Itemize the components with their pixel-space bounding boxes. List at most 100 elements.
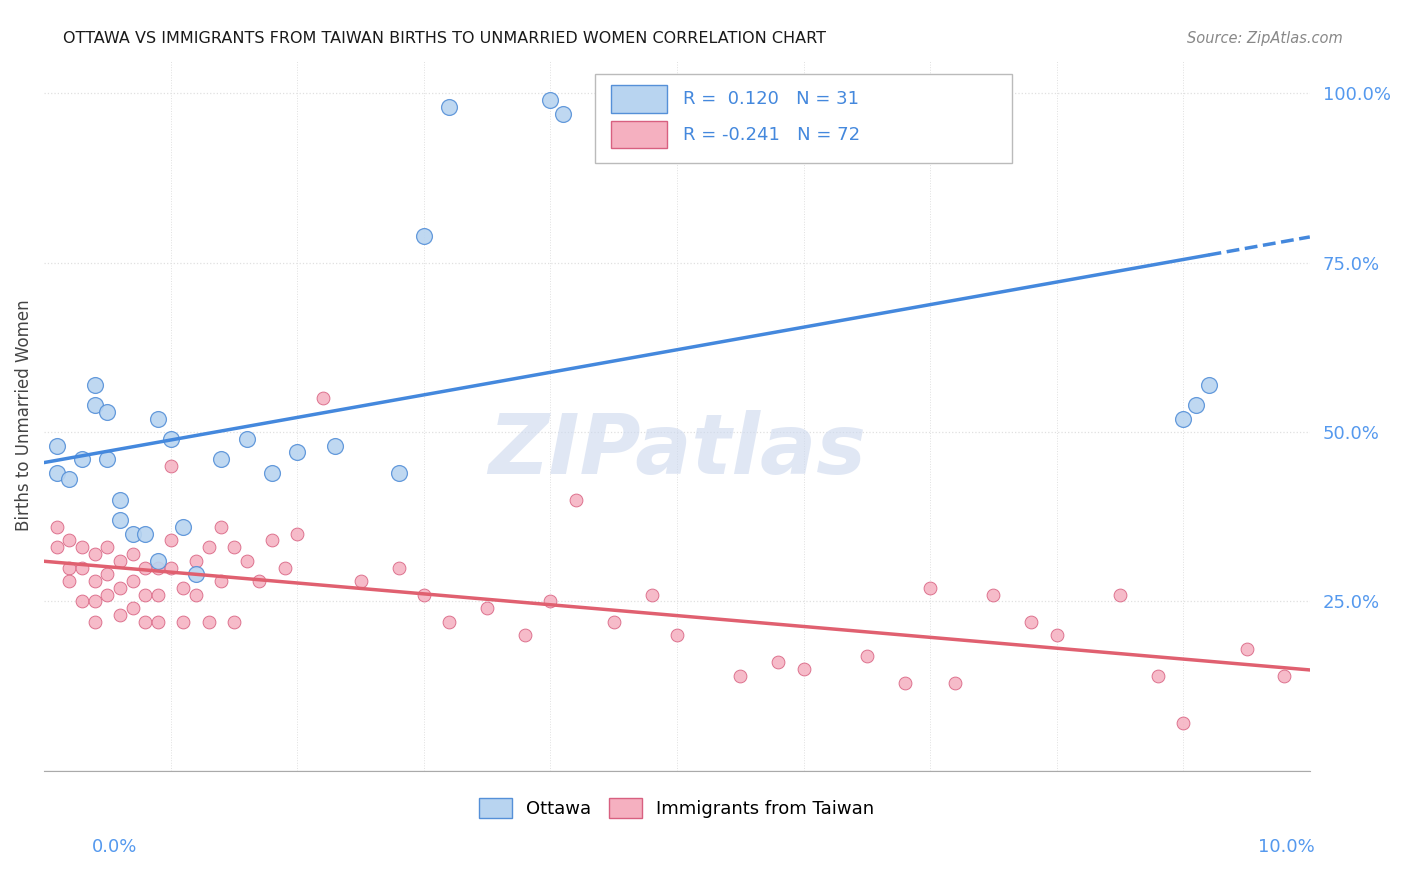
Point xyxy=(146,615,169,629)
Point xyxy=(134,526,156,541)
Point xyxy=(475,601,498,615)
Point xyxy=(1147,669,1170,683)
Point xyxy=(1236,641,1258,656)
Point xyxy=(222,615,245,629)
Point xyxy=(58,473,80,487)
Text: Source: ZipAtlas.com: Source: ZipAtlas.com xyxy=(1187,31,1343,46)
Point xyxy=(640,588,662,602)
Point xyxy=(766,656,789,670)
Point xyxy=(70,560,93,574)
Point xyxy=(58,533,80,548)
Point xyxy=(856,648,879,663)
Point xyxy=(197,540,219,554)
Point xyxy=(1046,628,1069,642)
Point xyxy=(273,560,295,574)
Point xyxy=(894,675,917,690)
Point xyxy=(121,574,143,588)
Point xyxy=(83,594,105,608)
Point xyxy=(285,526,308,541)
Point xyxy=(349,574,371,588)
Point xyxy=(96,567,118,582)
Point xyxy=(172,615,194,629)
Point xyxy=(108,607,131,622)
Point xyxy=(108,581,131,595)
Point xyxy=(920,581,942,595)
Point xyxy=(159,458,181,473)
Point xyxy=(323,439,346,453)
Point xyxy=(1173,411,1195,425)
Point xyxy=(45,520,67,534)
Legend: Ottawa, Immigrants from Taiwan: Ottawa, Immigrants from Taiwan xyxy=(472,790,882,826)
Point xyxy=(96,588,118,602)
Point xyxy=(209,574,232,588)
Point xyxy=(108,513,131,527)
Point xyxy=(134,588,156,602)
Point xyxy=(1173,716,1195,731)
Point xyxy=(665,628,688,642)
Point xyxy=(1109,588,1132,602)
Text: ZIPatlas: ZIPatlas xyxy=(488,410,866,491)
Point xyxy=(983,93,1005,107)
Point xyxy=(945,675,967,690)
Point xyxy=(538,594,561,608)
Point xyxy=(247,574,270,588)
Point xyxy=(260,466,283,480)
Point xyxy=(58,560,80,574)
Point xyxy=(551,107,574,121)
Point xyxy=(96,405,118,419)
Point xyxy=(146,588,169,602)
Point xyxy=(83,377,105,392)
Point xyxy=(83,615,105,629)
Point xyxy=(792,662,814,676)
Point xyxy=(1021,615,1043,629)
Point xyxy=(564,492,586,507)
Text: R =  0.120   N = 31: R = 0.120 N = 31 xyxy=(683,90,859,108)
Point xyxy=(146,411,169,425)
Point xyxy=(159,560,181,574)
Point xyxy=(235,554,257,568)
Point xyxy=(83,547,105,561)
Point xyxy=(387,466,409,480)
Point xyxy=(159,432,181,446)
Text: R = -0.241   N = 72: R = -0.241 N = 72 xyxy=(683,126,860,144)
Text: OTTAWA VS IMMIGRANTS FROM TAIWAN BIRTHS TO UNMARRIED WOMEN CORRELATION CHART: OTTAWA VS IMMIGRANTS FROM TAIWAN BIRTHS … xyxy=(63,31,827,46)
Point xyxy=(45,439,67,453)
Point xyxy=(602,615,624,629)
Y-axis label: Births to Unmarried Women: Births to Unmarried Women xyxy=(15,300,32,531)
Point xyxy=(412,228,434,243)
Point xyxy=(121,547,143,561)
Point xyxy=(285,445,308,459)
Point xyxy=(184,588,207,602)
Point xyxy=(235,432,257,446)
Point xyxy=(172,581,194,595)
Point xyxy=(172,520,194,534)
Point xyxy=(209,452,232,467)
Point xyxy=(387,560,409,574)
Point xyxy=(184,567,207,582)
Point xyxy=(121,601,143,615)
Point xyxy=(983,588,1005,602)
Point xyxy=(184,554,207,568)
Point xyxy=(728,669,751,683)
Point xyxy=(45,540,67,554)
Point xyxy=(134,615,156,629)
FancyBboxPatch shape xyxy=(612,86,666,113)
Point xyxy=(222,540,245,554)
Point xyxy=(146,554,169,568)
Point xyxy=(437,615,460,629)
Point xyxy=(83,398,105,412)
Point xyxy=(197,615,219,629)
Point xyxy=(58,574,80,588)
FancyBboxPatch shape xyxy=(595,74,1012,162)
Point xyxy=(108,492,131,507)
Point xyxy=(45,466,67,480)
Point xyxy=(260,533,283,548)
Point xyxy=(311,391,333,405)
Point xyxy=(538,93,561,107)
Point xyxy=(209,520,232,534)
Point xyxy=(1185,398,1208,412)
Text: 0.0%: 0.0% xyxy=(91,838,136,855)
Point xyxy=(96,452,118,467)
Point xyxy=(70,594,93,608)
Point xyxy=(513,628,536,642)
